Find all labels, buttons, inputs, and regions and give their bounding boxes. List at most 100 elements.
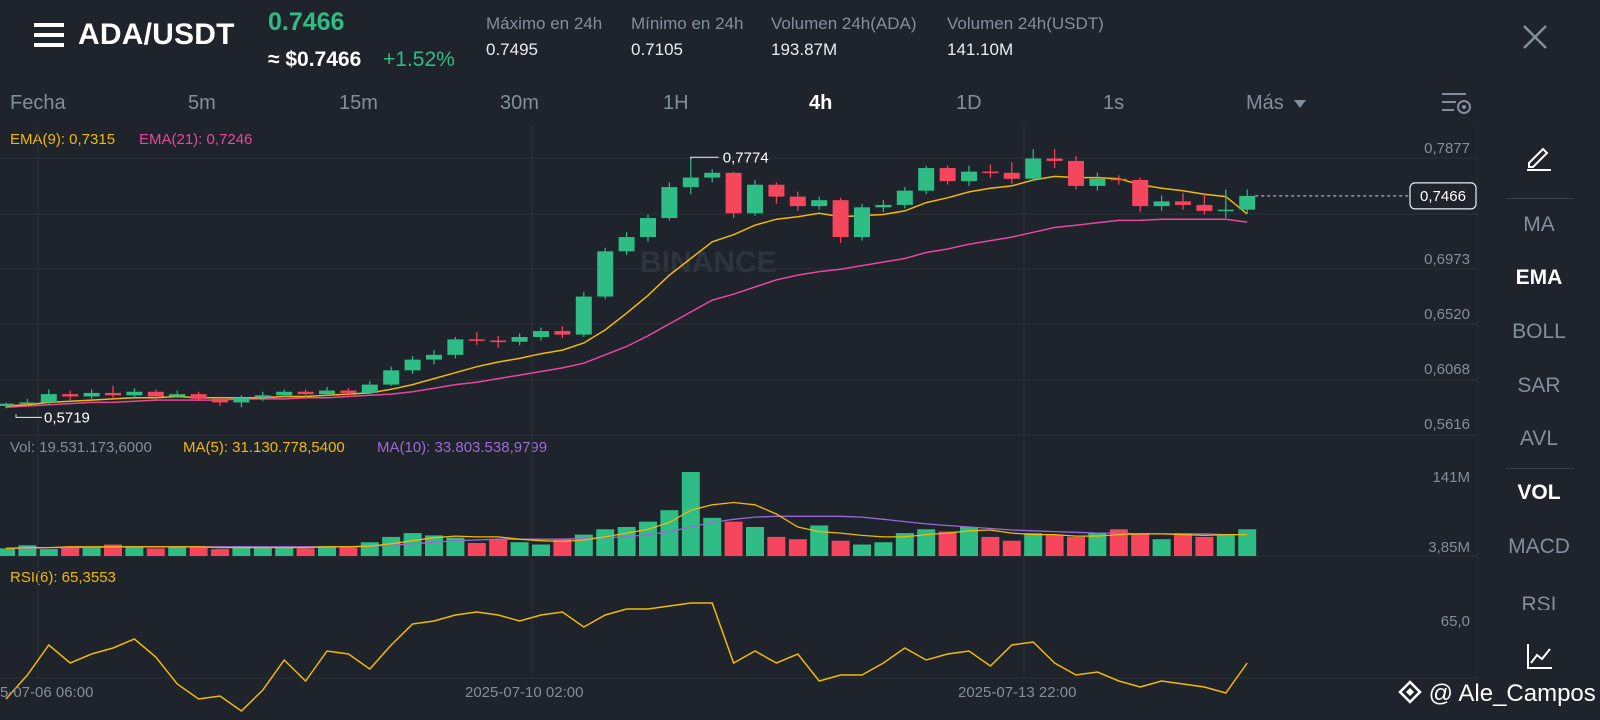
author-name: @ Ale_Campos — [1428, 680, 1596, 707]
price-change: +1.52% — [383, 48, 455, 71]
volume-bar — [296, 548, 315, 556]
candle-body — [939, 168, 956, 182]
volume-bar — [275, 546, 294, 556]
volume-bar — [510, 542, 529, 556]
low-marker-line — [15, 414, 42, 418]
sidebar-item-macd[interactable]: MACD — [1508, 535, 1570, 558]
usd-price: ≈ $0.7466 — [268, 48, 362, 71]
volume-bar — [232, 546, 251, 556]
ma5-volume-line — [5, 501, 1248, 550]
chart-settings-icon[interactable] — [1440, 90, 1472, 116]
tab-mas[interactable]: Más — [1246, 92, 1307, 115]
volume-bar — [489, 539, 508, 556]
volume-bar — [446, 537, 465, 556]
sidebar-item-avl[interactable]: AVL — [1519, 427, 1559, 450]
candle-body — [704, 172, 721, 178]
current-price-badge — [1409, 182, 1477, 210]
current-price-label: 0,7466 — [1420, 188, 1466, 205]
volume-bar — [104, 544, 122, 556]
candle-body — [640, 218, 656, 238]
candle-body — [511, 337, 528, 342]
sidebar-item-vol[interactable]: VOL — [1517, 481, 1561, 504]
edit-pencil-icon[interactable] — [1478, 143, 1600, 177]
tab-1h[interactable]: 1H — [663, 92, 689, 114]
volume-bar — [318, 546, 336, 556]
candle-body — [618, 237, 635, 252]
ema21-label: EMA(21): 0,7246 — [139, 131, 253, 148]
high-marker-line — [690, 156, 719, 160]
volume-bar — [917, 529, 936, 556]
high-annotation: 0,7774 — [723, 149, 769, 166]
volume-bar — [382, 536, 401, 556]
chart-type-icon[interactable] — [1526, 642, 1554, 675]
volume-bar — [403, 533, 422, 556]
sidebar-item-rsi[interactable]: RSI — [1521, 593, 1557, 610]
rsi-tick-label: 65,0 — [1441, 613, 1470, 630]
vol-label: Vol: 19.531.173,6000 — [10, 439, 152, 456]
volume-tick-label: 3,85M — [1428, 539, 1470, 556]
volume-bar — [1067, 536, 1085, 556]
volume-bar — [1002, 540, 1021, 556]
low-annotation: 0,5719 — [44, 409, 90, 426]
candle-body — [1239, 195, 1256, 210]
price-chart[interactable]: BINANCE 0,7877 0,6973 0,6520 0,6068 0,5616 14… — [0, 0, 1478, 720]
indicator-sidebar: MA EMA BOLL SAR AVL VOL MACD RSI — [1478, 125, 1600, 610]
tab-30m[interactable]: 30m — [500, 92, 539, 114]
volume-bar — [874, 542, 893, 556]
price-tick-label: 0,7877 — [1424, 140, 1470, 157]
sidebar-item-ema[interactable]: EMA — [1515, 266, 1563, 289]
tab-5m[interactable]: 5m — [188, 92, 216, 114]
volume-bar — [1195, 536, 1214, 556]
volume-bar — [596, 529, 615, 556]
volume-bar — [1045, 534, 1064, 556]
candle-body — [896, 190, 913, 205]
candle-body — [854, 207, 870, 238]
volume-bar — [425, 535, 443, 556]
menu-icon[interactable] — [34, 20, 64, 50]
stat-low-value: 0.7105 — [631, 40, 683, 59]
candle-body — [340, 390, 357, 393]
volume-bar — [895, 533, 914, 556]
candle-body — [361, 384, 378, 393]
volume-bar — [39, 549, 58, 556]
close-icon[interactable] — [1520, 22, 1550, 52]
candle-body — [105, 392, 121, 396]
volume-bar — [1216, 534, 1235, 556]
candle-body — [190, 394, 207, 399]
stat-high-value: 0.7495 — [486, 40, 538, 59]
candle-body — [1025, 158, 1042, 179]
tab-15m[interactable]: 15m — [339, 92, 378, 114]
sidebar-item-sar[interactable]: SAR — [1517, 374, 1561, 397]
volume-bar — [189, 547, 208, 556]
sidebar-item-boll[interactable]: BOLL — [1512, 320, 1566, 343]
volume-bar — [981, 536, 1000, 556]
candle-body — [661, 187, 678, 219]
volume-bar — [553, 539, 572, 556]
candle-body — [404, 359, 421, 371]
candle-body — [62, 394, 79, 397]
volume-bar — [253, 547, 272, 556]
volume-bar — [82, 547, 101, 556]
candle-body — [575, 296, 592, 335]
ema9-label: EMA(9): 0,7315 — [10, 131, 116, 148]
stat-low-label: Mínimo en 24h — [631, 14, 744, 33]
volume-bar — [831, 540, 850, 556]
candle-body — [297, 391, 314, 395]
volume-bar — [168, 546, 187, 556]
tab-1d[interactable]: 1D — [956, 92, 982, 114]
candle-body — [533, 331, 549, 338]
sidebar-item-ma[interactable]: MA — [1523, 213, 1555, 236]
pair-title[interactable]: ADA/USDT — [78, 18, 235, 51]
volume-tick-label: 141M — [1432, 469, 1470, 486]
volume-bar — [1238, 529, 1257, 556]
tab-1s[interactable]: 1s — [1103, 92, 1125, 114]
tab-4h[interactable]: 4h — [809, 92, 833, 114]
volume-bar — [724, 521, 743, 556]
ma5-label: MA(5): 31.130.778,5400 — [183, 439, 345, 456]
volume-bar — [681, 472, 700, 556]
candle-body — [147, 391, 164, 397]
candle-body — [276, 391, 293, 396]
time-axis-label: 2025-07-10 02:00 — [465, 684, 583, 701]
tab-fecha[interactable]: Fecha — [10, 92, 66, 114]
candle-body — [383, 370, 400, 385]
